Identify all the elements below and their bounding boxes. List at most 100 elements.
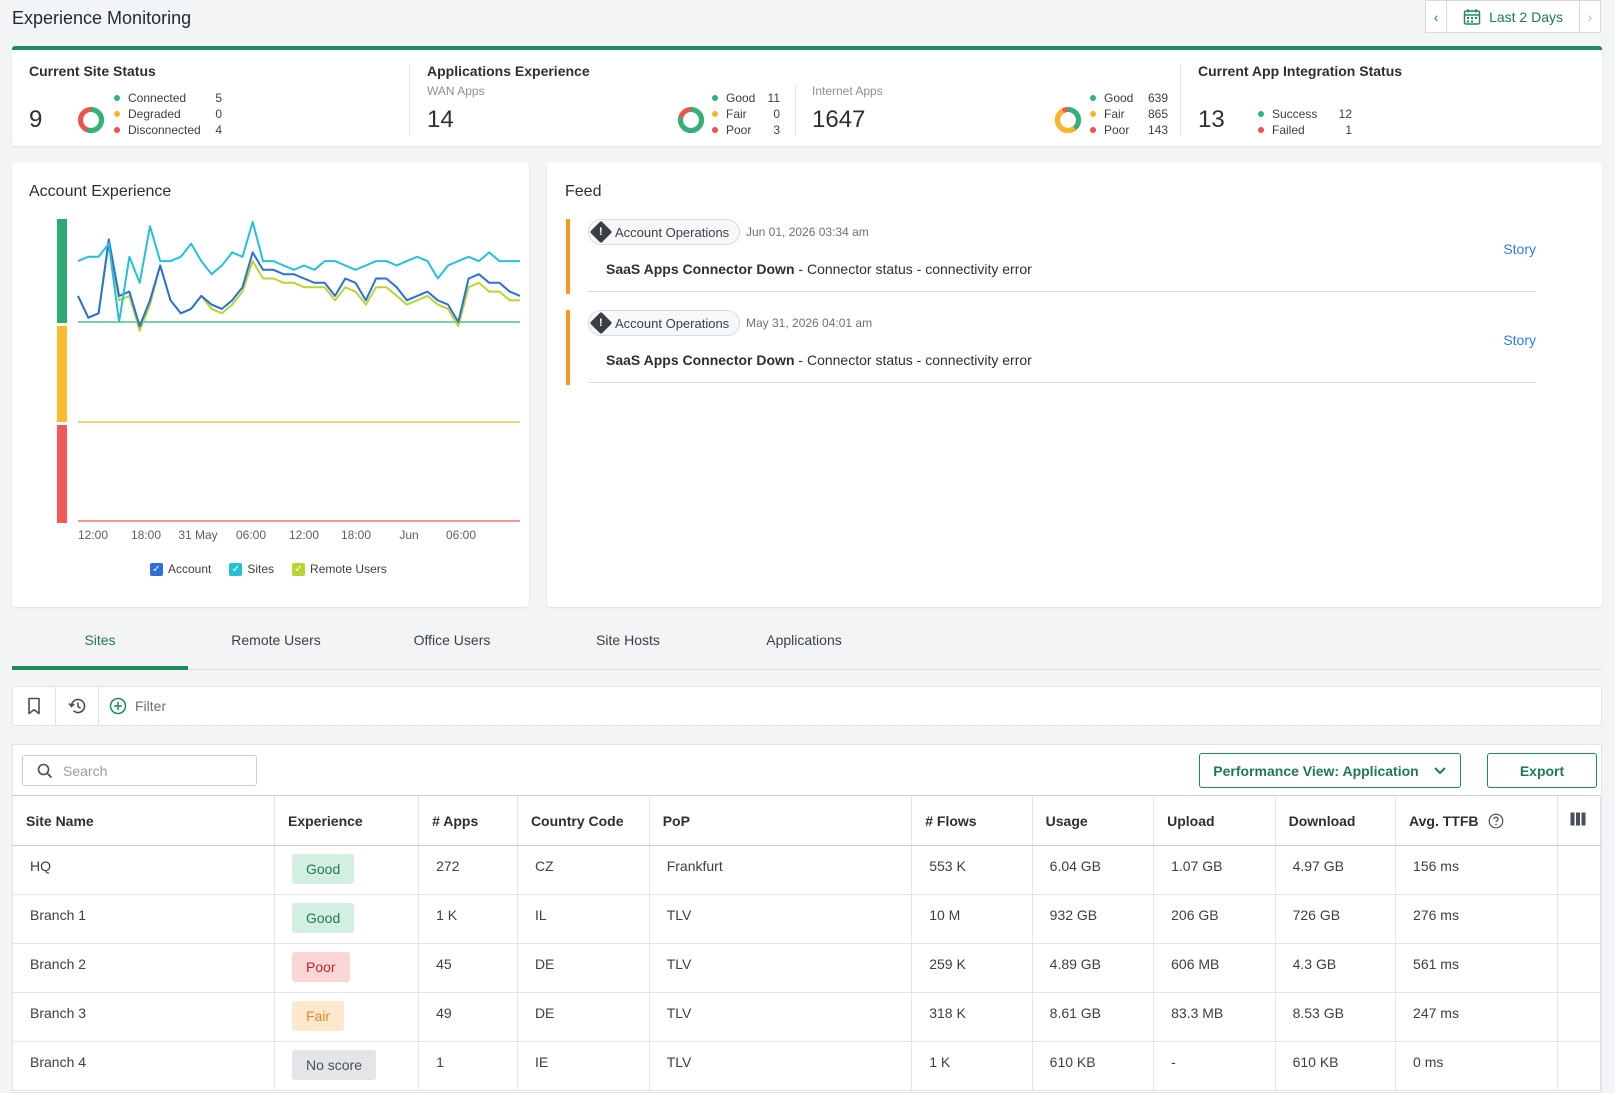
tab-sites[interactable]: Sites [12, 622, 188, 670]
experience-badge: Fair [291, 1001, 345, 1031]
legend-failed: Failed 1 [1258, 122, 1352, 138]
tab-applications[interactable]: Applications [766, 632, 842, 648]
table-cell-usage: 6.04 GB [1032, 845, 1155, 895]
divider [1180, 64, 1181, 136]
status-dot-icon [114, 127, 120, 133]
fair-band [57, 326, 67, 422]
column-header[interactable]: Upload [1153, 795, 1276, 846]
legend-remote-users[interactable]: ✓ Remote Users [292, 562, 387, 576]
feed-category-badge: ! Account Operations [588, 219, 741, 245]
feed-message: SaaS Apps Connector Down - Connector sta… [606, 352, 1032, 368]
status-dot-icon [1258, 111, 1264, 117]
table-row[interactable]: Branch 2 Poor 45 DE TLV 259 K 4.89 GB 606 MB 4.3… [13, 943, 1602, 993]
next-range-button[interactable]: › [1579, 0, 1601, 33]
warning-icon: ! [589, 220, 613, 244]
history-icon [68, 698, 86, 714]
date-range-label: Last 2 Days [1489, 8, 1563, 25]
table-cell-country: CZ [517, 845, 650, 895]
column-header[interactable]: Country Code [517, 795, 650, 846]
history-button[interactable] [56, 687, 98, 725]
table-row[interactable]: Branch 3 Fair 49 DE TLV 318 K 8.61 GB 83.3 MB 8.… [13, 992, 1602, 1042]
search-input[interactable]: Search [22, 755, 257, 786]
site-status-total: 9 [29, 106, 43, 133]
table-cell-flows: 10 M [911, 894, 1033, 944]
status-dot-icon [712, 111, 718, 117]
table-cell-site: Branch 2 [13, 943, 275, 993]
status-dot-icon [712, 127, 718, 133]
column-chooser-button[interactable] [1557, 795, 1602, 846]
table-cell-upload: 606 MB [1153, 943, 1276, 993]
tab-office-users[interactable]: Office Users [413, 632, 491, 648]
table-cell-usage: 932 GB [1032, 894, 1155, 944]
divider [795, 84, 796, 136]
x-tick-label: 18:00 [131, 528, 161, 542]
column-header[interactable]: # Apps [418, 795, 518, 846]
divider [55, 687, 56, 725]
legend-fair: Fair 0 [712, 106, 780, 122]
prev-range-button[interactable]: ‹ [1425, 0, 1448, 33]
table-header-row: Site Name Experience # Apps Country Code… [13, 795, 1602, 846]
column-header[interactable]: Experience [274, 795, 420, 846]
experience-cell: No score [274, 1041, 420, 1091]
chevron-down-icon [1433, 766, 1446, 774]
account-experience-chart: 12:00 18:00 31 May 06:00 12:00 18:00 Jun 06:00 [57, 219, 521, 542]
table-cell-site: Branch 3 [13, 992, 275, 1042]
table-row[interactable]: HQ Good 272 CZ Frankfurt 553 K 6.04 GB 1.07 GB 4… [13, 845, 1602, 895]
table-row[interactable]: Branch 4 No score 1 IE TLV 1 K 610 KB -610 KB 0 … [13, 1041, 1602, 1091]
x-tick-label: 18:00 [341, 528, 371, 542]
series-line-account [77, 238, 521, 328]
help-icon[interactable] [1488, 813, 1504, 829]
x-tick-label: 06:00 [236, 528, 266, 542]
column-header-ttfb[interactable]: Avg. TTFB [1395, 795, 1558, 846]
table-cell-empty [1557, 894, 1602, 944]
story-link[interactable]: Story [1503, 241, 1536, 257]
table-cell-country: IE [517, 1041, 650, 1091]
x-tick-label: Jun [399, 528, 418, 542]
performance-view-dropdown[interactable]: Performance View: Application [1199, 753, 1461, 788]
x-tick-label: 31 May [178, 528, 217, 542]
experience-cell: Good [274, 894, 420, 944]
tab-site-hosts[interactable]: Site Hosts [596, 632, 660, 648]
bookmark-button[interactable] [13, 687, 55, 725]
chevron-left-icon: ‹ [1433, 8, 1439, 25]
table-cell-empty [1557, 943, 1602, 993]
columns-icon [1570, 812, 1586, 826]
table-row[interactable]: Branch 1 Good 1 K IL TLV 10 M 932 GB 206 GB 726 … [13, 894, 1602, 944]
table-cell-upload: 206 GB [1153, 894, 1276, 944]
site-status-legend: Connected 5 Degraded 0 Disconnected 4 [114, 90, 222, 138]
column-header[interactable]: Usage [1032, 795, 1155, 846]
tab-bar: Sites Remote Users Office Users Site Hos… [12, 622, 1602, 670]
date-range-button[interactable]: Last 2 Days [1447, 0, 1579, 33]
status-dot-icon [1090, 111, 1096, 117]
account-experience-title: Account Experience [29, 183, 172, 200]
feed-title: Feed [565, 183, 602, 200]
column-header[interactable]: # Flows [911, 795, 1033, 846]
table-cell-ttfb: 156 ms [1395, 845, 1558, 895]
table-cell-ttfb: 561 ms [1395, 943, 1558, 993]
checkbox-checked-icon: ✓ [229, 562, 243, 576]
feed-category-badge: ! Account Operations [588, 310, 741, 336]
experience-badge: Poor [291, 952, 350, 982]
tab-remote-users[interactable]: Remote Users [231, 632, 321, 648]
status-dot-icon [114, 111, 120, 117]
feed-date: Jun 01, 2026 03:34 am [746, 225, 869, 239]
column-header[interactable]: PoP [649, 795, 913, 846]
legend-account[interactable]: ✓ Account [150, 562, 211, 576]
table-cell-usage: 8.61 GB [1032, 992, 1155, 1042]
warning-icon: ! [589, 311, 613, 335]
legend-poor: Poor 3 [712, 122, 780, 138]
add-filter-button[interactable]: Filter [109, 687, 179, 725]
bookmark-icon [28, 697, 40, 715]
export-button[interactable]: Export [1487, 753, 1597, 788]
column-header[interactable]: Download [1275, 795, 1397, 846]
divider [98, 687, 99, 725]
series-line-remote-users [77, 242, 520, 332]
legend-sites[interactable]: ✓ Sites [229, 562, 274, 576]
table-cell-flows: 1 K [911, 1041, 1033, 1091]
story-link[interactable]: Story [1503, 332, 1536, 348]
table-cell-flows: 318 K [911, 992, 1033, 1042]
account-experience-card: Account Experience 12:00 18:00 31 May 06:00… [12, 162, 529, 607]
column-header[interactable]: Site Name [13, 795, 275, 846]
feed-message: SaaS Apps Connector Down - Connector sta… [606, 261, 1032, 277]
summary-card: Current Site Status 9 Connected 5 Degrade… [12, 46, 1602, 146]
